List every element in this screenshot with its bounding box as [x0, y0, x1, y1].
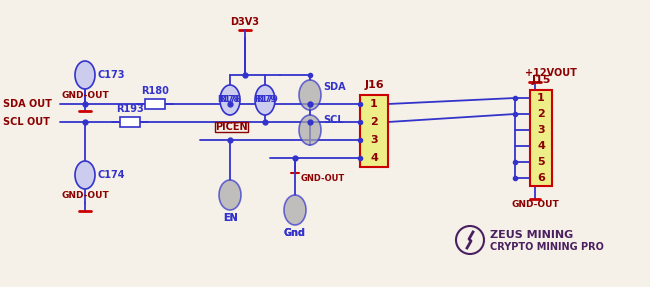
Text: Gnd: Gnd [284, 228, 306, 238]
Text: 4: 4 [370, 153, 378, 163]
Text: C174: C174 [98, 170, 125, 180]
Ellipse shape [219, 180, 241, 210]
Text: R180: R180 [141, 86, 169, 96]
Ellipse shape [255, 85, 275, 115]
Text: Gnd: Gnd [284, 228, 306, 238]
Text: 1: 1 [537, 93, 545, 103]
Text: GND-OUT: GND-OUT [301, 174, 345, 183]
Text: R179: R179 [254, 96, 276, 104]
Bar [530, 90, 552, 186]
Text: SCL: SCL [323, 115, 344, 125]
Ellipse shape [75, 61, 95, 89]
Text: 4: 4 [537, 141, 545, 151]
Bar [145, 99, 165, 109]
Text: 3: 3 [370, 135, 378, 145]
Text: SCL OUT: SCL OUT [3, 117, 50, 127]
Ellipse shape [75, 161, 95, 189]
Ellipse shape [220, 85, 240, 115]
Text: R178: R178 [217, 96, 239, 104]
Ellipse shape [299, 115, 321, 145]
Text: 3: 3 [537, 125, 545, 135]
Text: SDA: SDA [323, 82, 346, 92]
Text: ZEUS MINING: ZEUS MINING [490, 230, 573, 240]
Text: 5: 5 [537, 157, 545, 167]
Text: GND-OUT: GND-OUT [61, 91, 109, 100]
Text: 1: 1 [370, 99, 378, 109]
Text: CRYPTO MINING PRO: CRYPTO MINING PRO [490, 242, 604, 252]
Text: EN: EN [222, 213, 237, 223]
Bar [360, 95, 388, 167]
Text: 6: 6 [537, 173, 545, 183]
Text: GND-OUT: GND-OUT [61, 191, 109, 200]
Text: R179: R179 [256, 96, 278, 104]
Text: EN: EN [222, 213, 237, 223]
Text: 2: 2 [537, 109, 545, 119]
Ellipse shape [299, 80, 321, 110]
Text: R178: R178 [219, 96, 241, 104]
Text: R193: R193 [116, 104, 144, 114]
Text: C173: C173 [98, 70, 125, 80]
Text: SDA OUT: SDA OUT [3, 99, 52, 109]
Text: GND-OUT: GND-OUT [511, 200, 559, 209]
Ellipse shape [284, 195, 306, 225]
Text: +12VOUT: +12VOUT [525, 68, 577, 78]
Text: J15: J15 [531, 75, 551, 85]
Text: J16: J16 [364, 80, 384, 90]
Text: D3V3: D3V3 [231, 17, 259, 27]
Bar [120, 117, 140, 127]
Text: 2: 2 [370, 117, 378, 127]
Text: PICEN: PICEN [215, 122, 248, 132]
